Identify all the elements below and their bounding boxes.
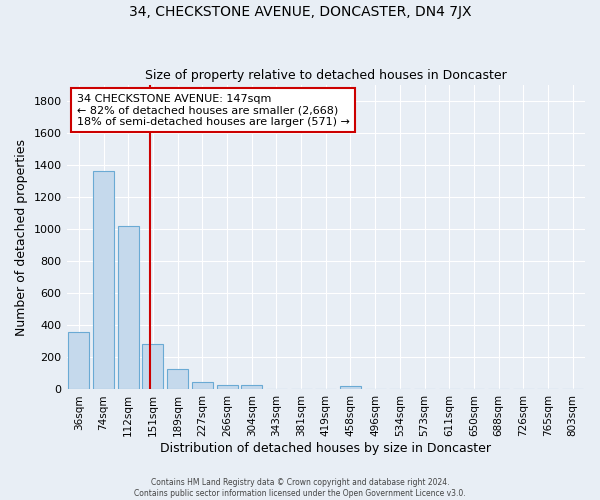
Text: 34, CHECKSTONE AVENUE, DONCASTER, DN4 7JX: 34, CHECKSTONE AVENUE, DONCASTER, DN4 7J…: [129, 5, 471, 19]
Bar: [340, 386, 361, 390]
Title: Size of property relative to detached houses in Doncaster: Size of property relative to detached ho…: [145, 69, 506, 82]
Bar: [93, 171, 114, 390]
Bar: [192, 382, 213, 390]
Bar: [68, 332, 89, 390]
Y-axis label: Number of detached properties: Number of detached properties: [15, 138, 28, 336]
Bar: [118, 226, 139, 390]
Text: 34 CHECKSTONE AVENUE: 147sqm
← 82% of detached houses are smaller (2,668)
18% of: 34 CHECKSTONE AVENUE: 147sqm ← 82% of de…: [77, 94, 350, 127]
Bar: [167, 368, 188, 390]
Text: Contains HM Land Registry data © Crown copyright and database right 2024.
Contai: Contains HM Land Registry data © Crown c…: [134, 478, 466, 498]
Bar: [241, 386, 262, 390]
Bar: [217, 384, 238, 390]
Bar: [142, 344, 163, 390]
X-axis label: Distribution of detached houses by size in Doncaster: Distribution of detached houses by size …: [160, 442, 491, 455]
